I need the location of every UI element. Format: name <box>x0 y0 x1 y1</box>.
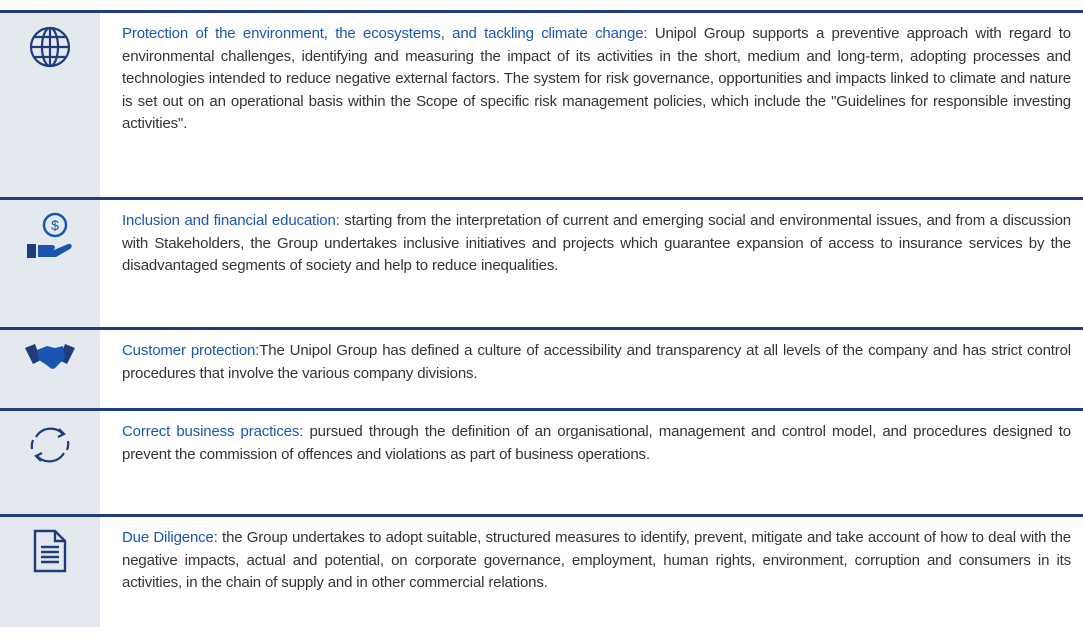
row: Protection of the environment, the ecosy… <box>0 13 1083 200</box>
paragraph: Customer protection:The Unipol Group has… <box>100 330 1083 408</box>
paragraph: Correct business practices: pursued thro… <box>100 411 1083 514</box>
heading: Correct business practices: <box>122 423 304 440</box>
heading: Inclusion and financial education: <box>122 212 340 229</box>
paragraph: Due Diligence: the Group undertakes to a… <box>100 517 1083 627</box>
row: $ Inclusion and financial education: sta… <box>0 200 1083 330</box>
row: Customer protection:The Unipol Group has… <box>0 330 1083 411</box>
hand-coin-icon: $ <box>0 200 100 327</box>
body-text: pursued through the definition of an org… <box>122 423 1071 463</box>
document: Protection of the environment, the ecosy… <box>0 10 1083 627</box>
heading: Due Diligence: <box>122 529 218 546</box>
heading: Protection of the environment, the ecosy… <box>122 25 648 42</box>
body-text: Unipol Group supports a preventive appro… <box>122 25 1071 132</box>
body-text: The Unipol Group has defined a culture o… <box>122 342 1071 382</box>
globe-icon <box>0 13 100 197</box>
cycle-icon <box>0 411 100 514</box>
row: Due Diligence: the Group undertakes to a… <box>0 517 1083 627</box>
body-text: starting from the interpretation of curr… <box>122 212 1071 274</box>
heading: Customer protection: <box>122 342 260 359</box>
document-icon <box>0 517 100 627</box>
row: Correct business practices: pursued thro… <box>0 411 1083 517</box>
paragraph: Protection of the environment, the ecosy… <box>100 13 1083 197</box>
paragraph: Inclusion and financial education: start… <box>100 200 1083 327</box>
handshake-icon <box>0 330 100 408</box>
body-text: the Group undertakes to adopt suitable, … <box>122 529 1071 591</box>
svg-text:$: $ <box>51 217 59 233</box>
